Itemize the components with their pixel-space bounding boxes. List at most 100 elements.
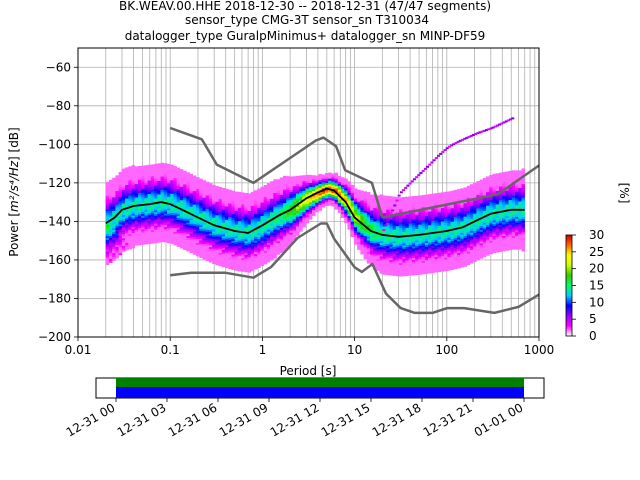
heatmap-cell — [237, 236, 242, 239]
heatmap-cell — [321, 197, 326, 200]
heatmap-cell — [208, 217, 213, 221]
heatmap-cell — [450, 236, 455, 240]
heatmap-cell — [366, 201, 371, 204]
heatmap-cell — [463, 216, 468, 219]
heatmap-cell — [166, 167, 171, 170]
heatmap-cell — [241, 263, 245, 266]
heatmap-cell — [202, 251, 206, 254]
heatmap-cell — [318, 208, 322, 211]
heatmap-cell — [283, 191, 287, 194]
heatmap-cell — [224, 206, 229, 209]
heatmap-cell — [108, 254, 113, 258]
heatmap-cell — [421, 218, 426, 221]
heatmap-cell — [247, 233, 252, 237]
heatmap-cell — [144, 180, 148, 183]
heatmap-cell — [176, 225, 181, 228]
heatmap-cell — [254, 265, 258, 268]
heatmap-cell — [170, 168, 174, 171]
heatmap-cell — [234, 268, 239, 271]
heatmap-cell — [183, 238, 187, 241]
heatmap-cell — [318, 175, 322, 179]
heatmap-cell — [399, 247, 403, 250]
heatmap-cell — [121, 241, 126, 244]
heatmap-cell — [308, 198, 313, 201]
heatmap-cell — [250, 226, 255, 229]
heatmap-cell — [395, 260, 400, 263]
heatmap-cell — [498, 207, 503, 210]
heatmap-cell — [460, 240, 464, 243]
heatmap-cell — [392, 252, 397, 255]
heatmap-cell — [344, 199, 348, 202]
heatmap-cell — [163, 163, 168, 166]
heatmap-cell — [234, 233, 239, 237]
heatmap-cell — [244, 210, 248, 213]
heatmap-cell — [295, 204, 300, 208]
heatmap-cell — [276, 231, 281, 234]
heatmap-cell — [199, 197, 203, 201]
heatmap-cell — [444, 249, 448, 252]
heatmap-cell — [360, 205, 364, 209]
heatmap-cell — [263, 211, 268, 215]
heatmap-cell — [218, 198, 223, 201]
heatmap-cell — [224, 188, 229, 192]
heatmap-cell — [121, 205, 126, 208]
heatmap-cell — [399, 230, 403, 233]
heatmap-cell — [125, 205, 129, 209]
heatmap-cell — [366, 253, 371, 256]
heatmap-cell — [473, 213, 477, 216]
heatmap-cell — [511, 233, 516, 237]
heatmap-cell — [218, 196, 223, 199]
heatmap-cell — [444, 259, 448, 262]
heatmap-cell — [341, 209, 345, 213]
heatmap-cell — [241, 267, 245, 270]
heatmap-cell — [173, 169, 177, 173]
heatmap-cell — [518, 197, 522, 200]
heatmap-cell — [115, 179, 119, 182]
heatmap-cell — [115, 204, 119, 207]
heatmap-cell — [128, 216, 132, 219]
heatmap-cell — [131, 211, 136, 214]
heatmap-cell — [250, 213, 255, 216]
heatmap-cell — [176, 186, 181, 190]
heatmap-cell — [437, 240, 442, 244]
heatmap-cell — [241, 198, 245, 201]
heatmap-cell — [105, 224, 110, 227]
heatmap-cell — [518, 203, 522, 206]
heatmap-cell — [270, 186, 274, 190]
heatmap-cell — [305, 188, 310, 191]
heatmap-cell — [173, 227, 177, 230]
heatmap-cell — [244, 256, 248, 259]
heatmap-cell — [395, 264, 400, 267]
heatmap-cell — [154, 225, 158, 228]
heatmap-cell — [511, 199, 516, 202]
heatmap-cell — [415, 232, 419, 235]
heatmap-cell — [457, 214, 461, 217]
heatmap-cell — [134, 201, 139, 204]
heatmap-cell — [279, 225, 284, 228]
heatmap-cell — [199, 248, 203, 251]
heatmap-cell — [328, 197, 332, 200]
heatmap-cell — [450, 242, 455, 245]
heatmap-cell — [411, 205, 416, 208]
heatmap-cell — [228, 245, 232, 248]
heatmap-cell — [460, 190, 464, 193]
heatmap-cell — [399, 231, 403, 235]
heatmap-cell — [482, 228, 487, 231]
heatmap-cell — [402, 210, 406, 213]
heatmap-cell — [118, 218, 123, 221]
heatmap-cell — [163, 168, 168, 172]
heatmap-cell — [315, 210, 319, 213]
heatmap-cell — [215, 207, 219, 210]
heatmap-cell — [250, 224, 255, 228]
heatmap-cell — [382, 264, 387, 268]
heatmap-cell — [115, 250, 119, 253]
heatmap-cell — [457, 202, 461, 205]
heatmap-cell — [347, 210, 351, 213]
heatmap-cell — [305, 199, 310, 203]
heatmap-cell — [405, 246, 409, 249]
heatmap-cell — [476, 190, 480, 193]
heatmap-cell — [466, 203, 471, 206]
heatmap-cell — [344, 220, 348, 224]
heatmap-cell — [150, 229, 155, 233]
heatmap-cell — [463, 237, 468, 240]
